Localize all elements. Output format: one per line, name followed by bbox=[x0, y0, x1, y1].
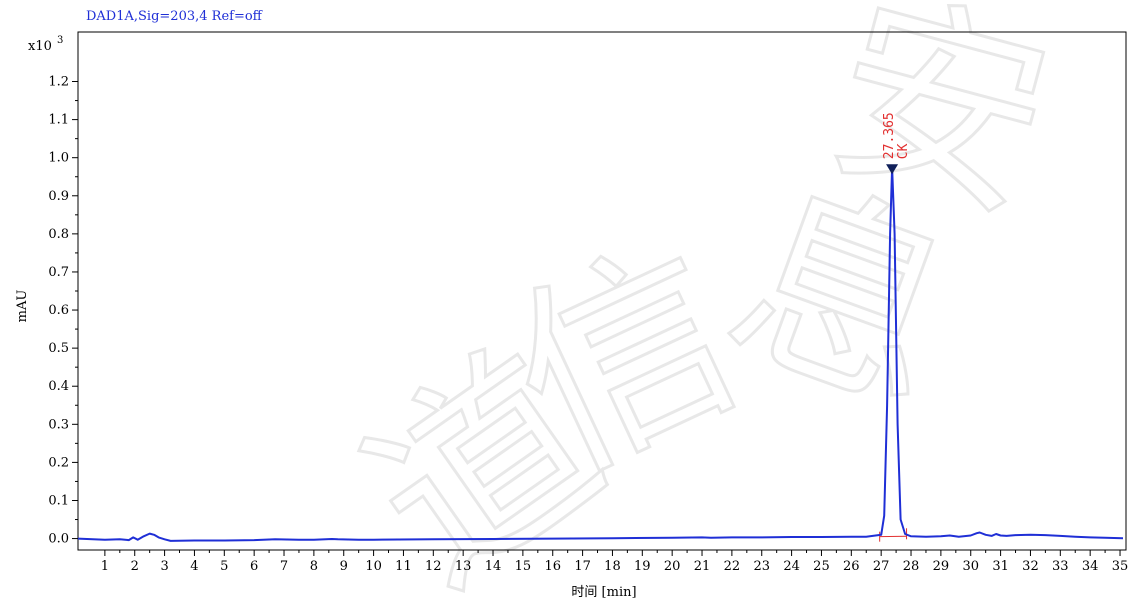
x-tick-label: 15 bbox=[515, 559, 532, 574]
x-tick-label: 33 bbox=[1052, 559, 1069, 574]
x-tick-label: 30 bbox=[962, 559, 979, 574]
x-tick-label: 4 bbox=[190, 559, 198, 574]
x-tick-label: 20 bbox=[664, 559, 681, 574]
y-multiplier-exponent: 3 bbox=[57, 35, 63, 46]
x-tick-label: 11 bbox=[395, 559, 412, 574]
x-tick-label: 9 bbox=[340, 559, 348, 574]
x-tick-label: 32 bbox=[1022, 559, 1039, 574]
x-tick-label: 10 bbox=[365, 559, 382, 574]
x-tick-label: 3 bbox=[160, 559, 168, 574]
x-tick-label: 19 bbox=[634, 559, 651, 574]
y-tick-label: 0.4 bbox=[48, 379, 69, 394]
x-tick-label: 29 bbox=[933, 559, 950, 574]
x-tick-label: 24 bbox=[783, 559, 800, 574]
y-axis-title: mAU bbox=[15, 290, 30, 323]
x-tick-label: 7 bbox=[280, 559, 288, 574]
x-tick-label: 35 bbox=[1112, 559, 1129, 574]
x-tick-label: 31 bbox=[992, 559, 1009, 574]
x-tick-label: 17 bbox=[574, 559, 591, 574]
y-tick-label: 0.6 bbox=[48, 303, 69, 318]
y-tick-label: 0.3 bbox=[48, 417, 69, 432]
x-tick-label: 28 bbox=[903, 559, 920, 574]
y-tick-label: 0.1 bbox=[48, 493, 69, 508]
signal-header: DAD1A,Sig=203,4 Ref=off bbox=[86, 9, 264, 24]
peak-name-label: CK bbox=[896, 143, 911, 159]
x-tick-label: 8 bbox=[310, 559, 318, 574]
y-tick-label: 0.7 bbox=[48, 265, 69, 280]
x-tick-label: 2 bbox=[131, 559, 139, 574]
peak-rt-label: 27.365 bbox=[882, 112, 897, 159]
plot-area: 27.365 CK bbox=[77, 112, 1124, 542]
x-tick-label: 13 bbox=[455, 559, 472, 574]
peak-marker-icon bbox=[886, 164, 899, 175]
y-axis: 0.0 0.1 0.2 0.3 0.4 0.5 0.6 0.7 0.8 0.9 1.0 1.1 1.2 bbox=[48, 75, 78, 547]
x-tick-label: 1 bbox=[101, 559, 109, 574]
x-tick-label: 26 bbox=[843, 559, 860, 574]
x-tick-label: 27 bbox=[873, 559, 890, 574]
y-tick-label: 1.2 bbox=[48, 75, 69, 90]
x-tick-label: 14 bbox=[485, 559, 502, 574]
y-tick-label: 0.0 bbox=[48, 532, 69, 547]
x-tick-label: 16 bbox=[544, 559, 561, 574]
x-tick-label: 6 bbox=[250, 559, 258, 574]
x-tick-label: 18 bbox=[604, 559, 621, 574]
x-tick-label: 12 bbox=[425, 559, 442, 574]
x-tick-label: 23 bbox=[753, 559, 770, 574]
y-tick-label: 1.0 bbox=[48, 151, 69, 166]
x-tick-label: 22 bbox=[724, 559, 741, 574]
y-tick-label: 0.2 bbox=[48, 455, 69, 470]
y-tick-label: 0.9 bbox=[48, 189, 69, 204]
x-tick-label: 21 bbox=[694, 559, 711, 574]
x-tick-label: 5 bbox=[220, 559, 228, 574]
y-tick-label: 1.1 bbox=[48, 113, 69, 128]
signal-line bbox=[77, 166, 1124, 542]
x-tick-label: 34 bbox=[1082, 559, 1099, 574]
x-tick-label: 25 bbox=[813, 559, 830, 574]
y-multiplier: x10 bbox=[28, 39, 52, 54]
x-axis-title: 时间 [min] bbox=[571, 585, 636, 600]
x-axis: 1 2 3 4 5 6 7 8 9 10 11 12 13 14 15 16 17 18 19 20 21 22 23 24 2… bbox=[101, 550, 1129, 574]
y-tick-label: 0.8 bbox=[48, 227, 69, 242]
y-tick-label: 0.5 bbox=[48, 341, 69, 356]
